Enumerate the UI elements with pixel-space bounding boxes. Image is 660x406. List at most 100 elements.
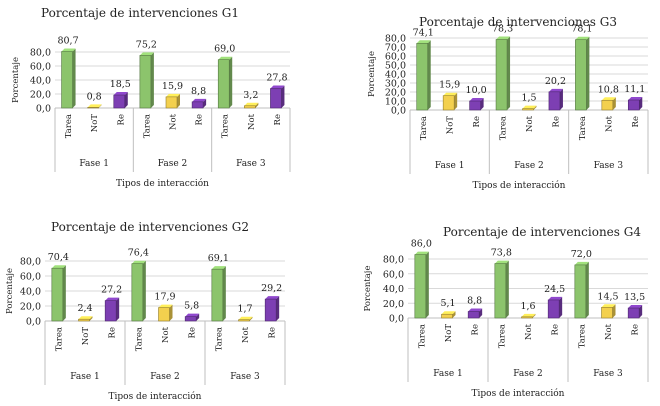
y-tick-label: 40,0 — [30, 76, 51, 87]
bar-side — [480, 98, 484, 110]
bar-top — [270, 85, 285, 89]
bar — [469, 100, 481, 111]
chart-g1: Porcentaje de intervenciones G1 Porcentaj… — [11, 6, 291, 189]
bar — [442, 95, 455, 111]
data-label: 27,2 — [101, 285, 122, 296]
bar — [139, 55, 152, 109]
group-label: Fase 2 — [158, 159, 188, 169]
bar-side — [89, 316, 93, 321]
y-tick-label: 0,0 — [36, 104, 51, 115]
data-label: 72,0 — [571, 249, 592, 260]
bar — [211, 268, 224, 322]
x-category-label: Tarea — [64, 114, 74, 138]
x-category-label: Re — [551, 116, 561, 127]
data-label: 15,9 — [162, 81, 183, 92]
bar — [601, 307, 613, 319]
bar — [131, 263, 144, 322]
chart-title: Porcentaje de intervenciones G1 — [41, 6, 239, 20]
x-category-label: NoT — [81, 327, 91, 346]
group-label: Fase 1 — [435, 161, 465, 171]
bar-top — [494, 260, 509, 264]
x-category-label: Re — [268, 327, 278, 338]
bar — [113, 94, 126, 109]
data-label: 73,8 — [491, 248, 512, 259]
data-label: 0,8 — [87, 91, 102, 102]
x-axis-label: Tipos de interacción — [116, 178, 209, 189]
bar — [87, 107, 99, 109]
bar-top — [158, 304, 173, 308]
bar — [270, 88, 282, 109]
y-tick-label: 30,0 — [385, 79, 406, 90]
x-category-label: Not — [169, 113, 179, 130]
x-category-label: Tarea — [221, 114, 231, 138]
group-label: Fase 1 — [433, 369, 463, 379]
bar-top — [211, 266, 226, 270]
bar-top — [139, 52, 154, 56]
data-label: 15,9 — [439, 80, 460, 91]
bar-top — [574, 261, 589, 265]
x-category-label: Tarea — [54, 327, 64, 351]
bar-side — [255, 102, 259, 108]
bar-top — [131, 260, 146, 264]
bar-side — [142, 260, 146, 321]
data-label: 10,8 — [598, 84, 619, 95]
y-tick-label: 20,0 — [383, 299, 404, 310]
bar-side — [585, 261, 589, 318]
x-category-label: Re — [631, 116, 641, 127]
bar — [191, 101, 204, 109]
y-tick-label: 50,0 — [385, 61, 406, 72]
bar-side — [150, 52, 154, 108]
x-category-label: NoT — [444, 324, 454, 343]
bar-side — [559, 296, 563, 318]
data-label: 5,8 — [184, 301, 199, 312]
chart-title: Porcentaje de intervenciones G4 — [443, 225, 641, 239]
bar — [61, 51, 73, 109]
bar-side — [425, 251, 429, 318]
bar-top — [496, 36, 511, 40]
x-axis-label: Tipos de interacción — [472, 388, 565, 399]
x-category-label: Tarea — [134, 327, 144, 351]
data-label: 18,5 — [110, 79, 131, 90]
chart-g4: Porcentaje de intervenciones G4 Porcentaj… — [363, 225, 649, 399]
bar-side — [427, 40, 431, 111]
data-label: 1,7 — [237, 304, 252, 315]
y-axis-label: Porcentaje — [367, 51, 377, 97]
bar-top — [468, 308, 483, 312]
data-label: 2,4 — [77, 303, 92, 314]
bar-top — [628, 305, 643, 309]
data-label: 1,5 — [521, 93, 536, 104]
bar-top — [113, 92, 128, 96]
bar — [548, 91, 561, 111]
y-tick-label: 60,0 — [20, 272, 41, 283]
y-tick-label: 20,0 — [20, 302, 41, 313]
x-category-label: Tarea — [142, 114, 152, 138]
bar-side — [177, 93, 180, 108]
bar-top — [244, 102, 259, 106]
y-tick-label: 60,0 — [383, 269, 404, 280]
bar — [521, 316, 533, 319]
bar-top — [441, 311, 456, 315]
x-category-label: Tarea — [577, 324, 587, 348]
group-label: Fase 2 — [513, 369, 543, 379]
x-category-label: Re — [273, 114, 283, 125]
bar-top — [105, 297, 120, 301]
x-category-label: Re — [471, 324, 481, 335]
chart-g3: Porcentaje de intervenciones G3 Porcentaj… — [367, 15, 649, 191]
data-label: 69,0 — [214, 44, 235, 55]
bar-top — [416, 40, 431, 44]
bar — [416, 43, 429, 111]
bar — [51, 267, 64, 322]
bar — [158, 307, 170, 322]
x-category-label: Tarea — [417, 324, 427, 348]
bar-top — [61, 48, 76, 52]
y-axis-label: Porcentaje — [363, 266, 373, 312]
data-label: 78,1 — [571, 24, 592, 35]
group-label: Fase 3 — [236, 159, 266, 169]
y-tick-label: 0,0 — [389, 314, 404, 325]
x-axis-label: Tipos de interacción — [109, 391, 202, 402]
bar — [627, 307, 640, 319]
bar — [522, 108, 534, 111]
bar-side — [639, 97, 643, 110]
bar — [165, 96, 178, 109]
bar-side — [612, 304, 616, 318]
